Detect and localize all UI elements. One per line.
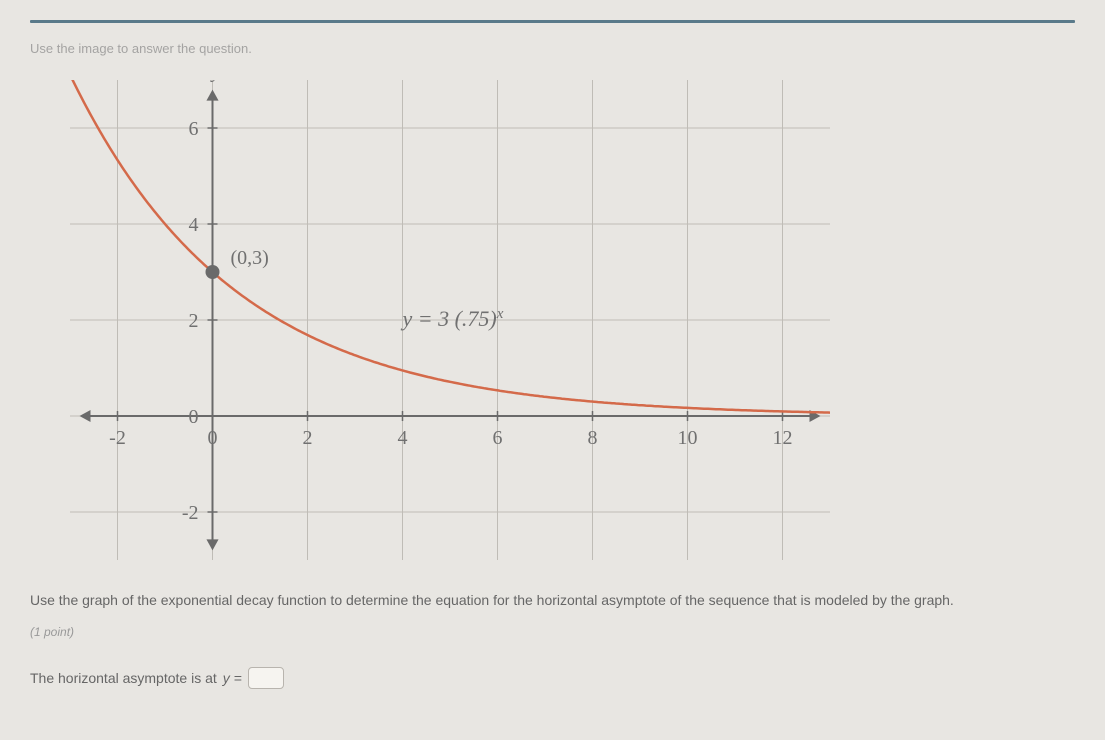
svg-text:y: y <box>210 80 221 83</box>
svg-text:8: 8 <box>588 427 598 449</box>
svg-text:6: 6 <box>189 118 199 140</box>
svg-text:4: 4 <box>189 214 199 236</box>
svg-text:10: 10 <box>678 427 698 449</box>
svg-text:2: 2 <box>189 310 199 332</box>
svg-text:-2: -2 <box>109 427 126 449</box>
svg-text:0: 0 <box>189 406 199 428</box>
asymptote-input[interactable] <box>248 667 284 689</box>
svg-text:6: 6 <box>493 427 503 449</box>
svg-text:(0,3): (0,3) <box>231 247 269 269</box>
instruction-text: Use the image to answer the question. <box>30 41 1075 56</box>
svg-text:0: 0 <box>208 427 218 449</box>
answer-row: The horizontal asymptote is at y = <box>30 667 1075 689</box>
answer-variable: y = <box>223 670 242 686</box>
svg-text:2: 2 <box>303 427 313 449</box>
svg-text:y = 3 (.75)x: y = 3 (.75)x <box>401 306 504 331</box>
exponential-decay-chart: -2024681012-20246yx(0,3)y = 3 (.75)x <box>70 80 830 560</box>
chart-svg: -2024681012-20246yx(0,3)y = 3 (.75)x <box>70 80 830 560</box>
points-label: (1 point) <box>30 625 1075 639</box>
svg-text:4: 4 <box>398 427 408 449</box>
question-text: Use the graph of the exponential decay f… <box>30 590 1075 611</box>
answer-prefix: The horizontal asymptote is at <box>30 670 217 686</box>
svg-text:-2: -2 <box>182 502 199 524</box>
top-divider <box>30 20 1075 23</box>
svg-text:12: 12 <box>773 427 793 449</box>
